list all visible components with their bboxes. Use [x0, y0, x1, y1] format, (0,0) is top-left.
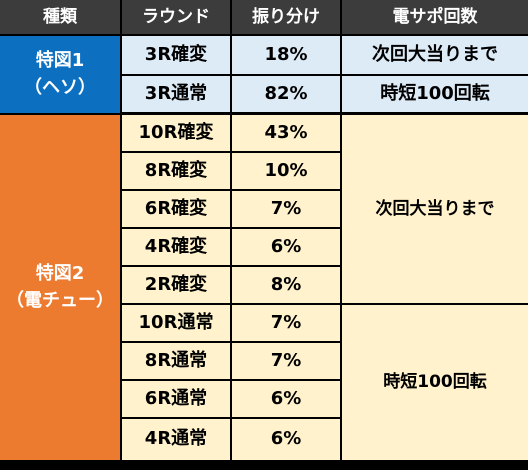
header-ratio: 振り分け — [232, 0, 342, 36]
support-cell: 時短100回転 — [342, 76, 528, 115]
ratio-cell: 10% — [232, 153, 342, 191]
round-cell: 10R確変 — [122, 115, 232, 153]
support-cell: 次回大当りまで — [342, 36, 528, 76]
round-cell: 6R通常 — [122, 381, 232, 419]
header-type: 種類 — [0, 0, 122, 36]
round-cell: 6R確変 — [122, 191, 232, 229]
round-cell: 3R通常 — [122, 76, 232, 115]
header-round: ラウンド — [122, 0, 232, 36]
ratio-cell: 82% — [232, 76, 342, 115]
type-cell-denchu: 特図2 （電チュー） — [0, 115, 122, 460]
round-cell: 8R通常 — [122, 343, 232, 381]
round-cell: 10R通常 — [122, 305, 232, 343]
ratio-cell: 7% — [232, 343, 342, 381]
round-cell: 3R確変 — [122, 36, 232, 76]
ratio-cell: 6% — [232, 419, 342, 460]
support-cell-kakuhen: 次回大当りまで — [342, 115, 528, 305]
type-hesso-line1: 特図1 — [35, 50, 85, 72]
header-support: 電サポ回数 — [342, 0, 528, 36]
ratio-cell: 43% — [232, 115, 342, 153]
ratio-cell: 7% — [232, 305, 342, 343]
type-denchu-line1: 特図2 — [35, 263, 85, 285]
support-cell-tsujo: 時短100回転 — [342, 305, 528, 460]
round-cell: 4R通常 — [122, 419, 232, 460]
ratio-cell: 7% — [232, 191, 342, 229]
type-cell-hesso: 特図1 （ヘソ） — [0, 36, 122, 115]
type-denchu-line2: （電チュー） — [6, 289, 114, 311]
round-cell: 4R確変 — [122, 229, 232, 267]
round-cell: 8R確変 — [122, 153, 232, 191]
ratio-cell: 6% — [232, 381, 342, 419]
type-hesso-line2: （ヘソ） — [24, 76, 96, 98]
ratio-cell: 18% — [232, 36, 342, 76]
ratio-cell: 6% — [232, 229, 342, 267]
round-cell: 2R確変 — [122, 267, 232, 305]
ratio-cell: 8% — [232, 267, 342, 305]
